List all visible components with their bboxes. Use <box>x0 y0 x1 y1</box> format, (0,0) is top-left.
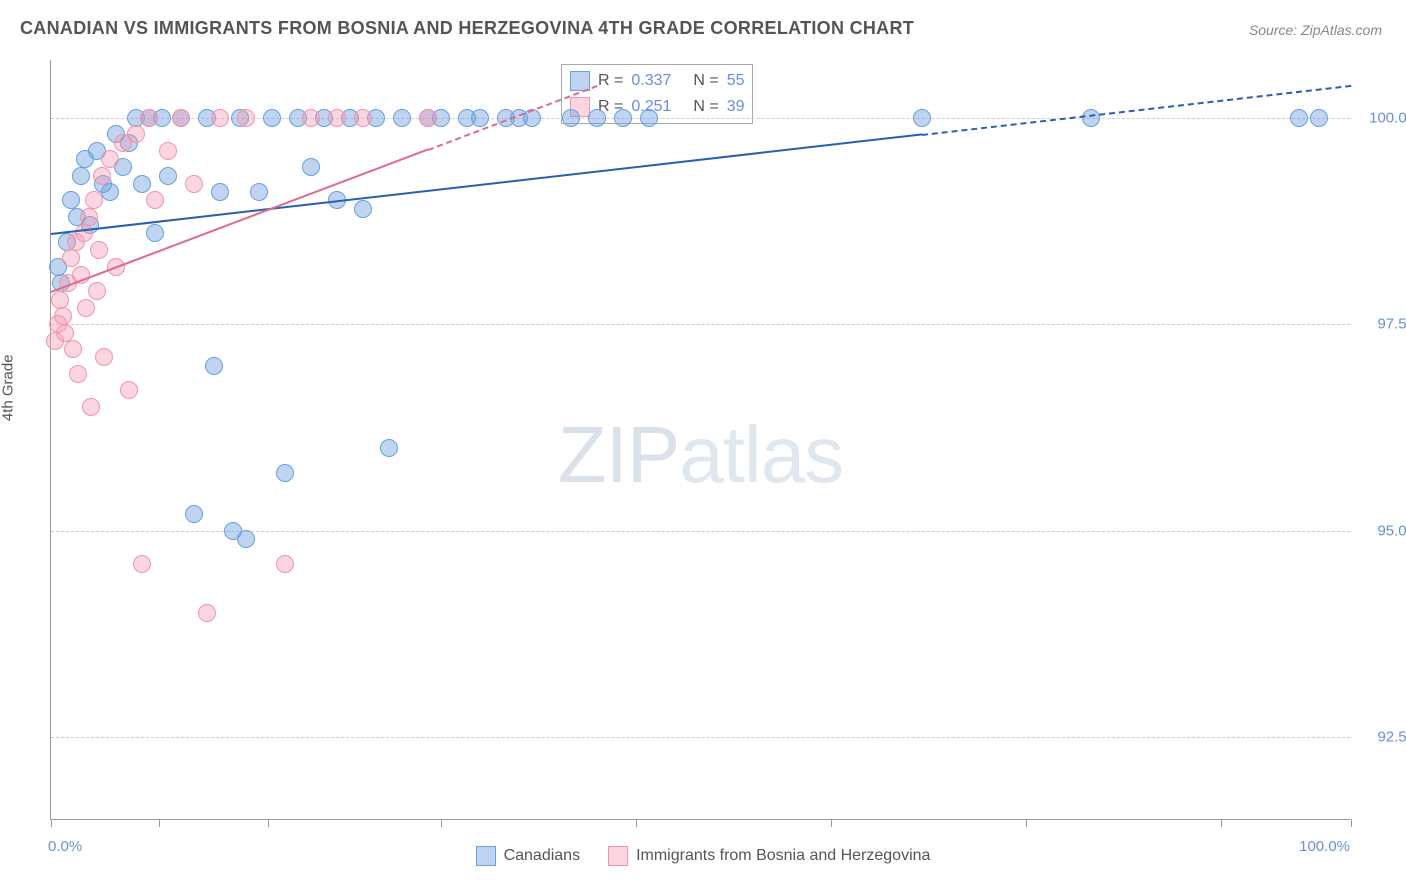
series-legend: Canadians Immigrants from Bosnia and Herz… <box>0 846 1406 866</box>
chart-title: CANADIAN VS IMMIGRANTS FROM BOSNIA AND H… <box>20 18 914 39</box>
legend-swatch <box>608 846 628 866</box>
scatter-point <box>127 125 145 143</box>
scatter-point <box>237 530 255 548</box>
scatter-point <box>133 175 151 193</box>
scatter-point <box>354 109 372 127</box>
scatter-point <box>185 505 203 523</box>
scatter-point <box>614 109 632 127</box>
watermark-tail: atlas <box>679 410 843 499</box>
y-tick-label: 97.5% <box>1360 316 1406 333</box>
scatter-point <box>159 142 177 160</box>
x-tick <box>159 819 160 827</box>
scatter-point <box>95 348 113 366</box>
legend-item: Immigrants from Bosnia and Herzegovina <box>608 846 930 866</box>
scatter-point <box>140 109 158 127</box>
scatter-point <box>471 109 489 127</box>
watermark-head: ZIP <box>558 410 679 499</box>
scatter-point <box>302 109 320 127</box>
scatter-point <box>64 340 82 358</box>
scatter-point <box>562 109 580 127</box>
scatter-point <box>146 224 164 242</box>
scatter-point <box>1310 109 1328 127</box>
scatter-point <box>72 167 90 185</box>
scatter-point <box>51 291 69 309</box>
scatter-point <box>198 604 216 622</box>
scatter-point <box>185 175 203 193</box>
trend-line <box>51 134 922 236</box>
x-tick <box>1351 819 1352 827</box>
scatter-point <box>146 191 164 209</box>
trend-line-dashed <box>922 85 1351 136</box>
x-tick <box>51 819 52 827</box>
scatter-point <box>56 324 74 342</box>
x-tick <box>1026 819 1027 827</box>
scatter-point <box>419 109 437 127</box>
scatter-point <box>62 249 80 267</box>
y-tick-label: 92.5% <box>1360 729 1406 746</box>
scatter-point <box>393 109 411 127</box>
scatter-point <box>80 208 98 226</box>
y-tick-label: 95.0% <box>1360 522 1406 539</box>
y-axis-title: 4th Grade <box>0 354 17 421</box>
scatter-point <box>159 167 177 185</box>
scatter-point <box>90 241 108 259</box>
legend-swatch <box>476 846 496 866</box>
watermark: ZIPatlas <box>558 409 843 501</box>
scatter-point <box>77 299 95 317</box>
x-tick <box>636 819 637 827</box>
scatter-point <box>302 158 320 176</box>
scatter-point <box>133 555 151 573</box>
scatter-point <box>276 555 294 573</box>
scatter-point <box>88 282 106 300</box>
x-tick <box>1221 819 1222 827</box>
legend-label: Canadians <box>504 847 581 865</box>
scatter-point <box>101 183 119 201</box>
stats-legend-row: R =0.337N =55 <box>570 71 744 91</box>
scatter-point <box>276 464 294 482</box>
scatter-point <box>211 183 229 201</box>
scatter-point <box>85 191 103 209</box>
scatter-point <box>211 109 229 127</box>
scatter-point <box>54 307 72 325</box>
scatter-point <box>205 357 223 375</box>
scatter-point <box>69 365 87 383</box>
scatter-point <box>328 109 346 127</box>
x-tick <box>441 819 442 827</box>
scatter-point <box>75 224 93 242</box>
scatter-point <box>588 109 606 127</box>
scatter-point <box>1082 109 1100 127</box>
scatter-point <box>172 109 190 127</box>
scatter-point <box>354 200 372 218</box>
scatter-point <box>250 183 268 201</box>
scatter-point <box>263 109 281 127</box>
x-tick <box>831 819 832 827</box>
scatter-point <box>120 381 138 399</box>
scatter-point <box>93 167 111 185</box>
scatter-point <box>1290 109 1308 127</box>
scatter-point <box>101 150 119 168</box>
scatter-point <box>62 191 80 209</box>
scatter-point <box>82 398 100 416</box>
source-attribution: Source: ZipAtlas.com <box>1249 22 1382 38</box>
gridline <box>51 737 1350 738</box>
legend-item: Canadians <box>476 846 581 866</box>
scatter-plot-area: ZIPatlas R =0.337N =55R =0.251N =39 92.5… <box>50 60 1350 820</box>
x-tick <box>268 819 269 827</box>
gridline <box>51 324 1350 325</box>
scatter-point <box>237 109 255 127</box>
scatter-point <box>640 109 658 127</box>
scatter-point <box>380 439 398 457</box>
y-tick-label: 100.0% <box>1360 109 1406 126</box>
legend-label: Immigrants from Bosnia and Herzegovina <box>636 847 930 865</box>
scatter-point <box>913 109 931 127</box>
